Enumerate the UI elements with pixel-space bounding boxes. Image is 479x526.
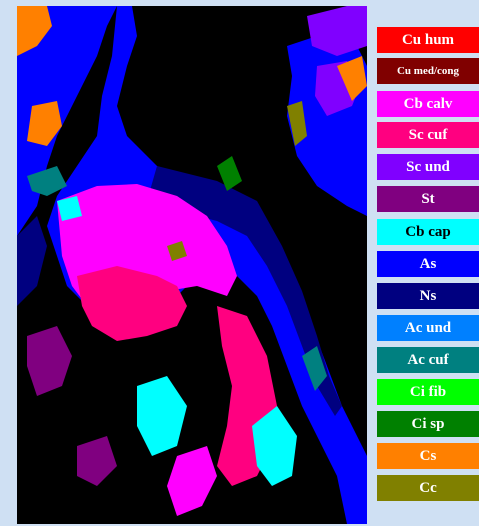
legend-item-cb-calv: Cb calv	[377, 91, 479, 117]
legend-item-ac-und: Ac und	[377, 315, 479, 341]
legend-item-cu-med-cong: Cu med/cong	[377, 58, 479, 84]
legend-item-sc-cuf: Sc cuf	[377, 122, 479, 148]
legend-item-sc-und: Sc und	[377, 154, 479, 180]
legend-item-cs: Cs	[377, 443, 479, 469]
legend-item-ns: Ns	[377, 283, 479, 309]
classification-image	[17, 6, 367, 524]
legend-item-as: As	[377, 251, 479, 277]
legend-item-cc: Cc	[377, 475, 479, 501]
legend-item-ci-fib: Ci fib	[377, 379, 479, 405]
legend-item-ac-cuf: Ac cuf	[377, 347, 479, 373]
legend: Cu hum Cu med/cong Cb calv Sc cuf Sc und St Cb…	[371, 6, 479, 524]
cloud-classification-map	[17, 6, 367, 524]
legend-item-st: St	[377, 186, 479, 212]
legend-item-cu-hum: Cu hum	[377, 27, 479, 53]
legend-item-cb-cap: Cb cap	[377, 219, 479, 245]
legend-item-ci-sp: Ci sp	[377, 411, 479, 437]
